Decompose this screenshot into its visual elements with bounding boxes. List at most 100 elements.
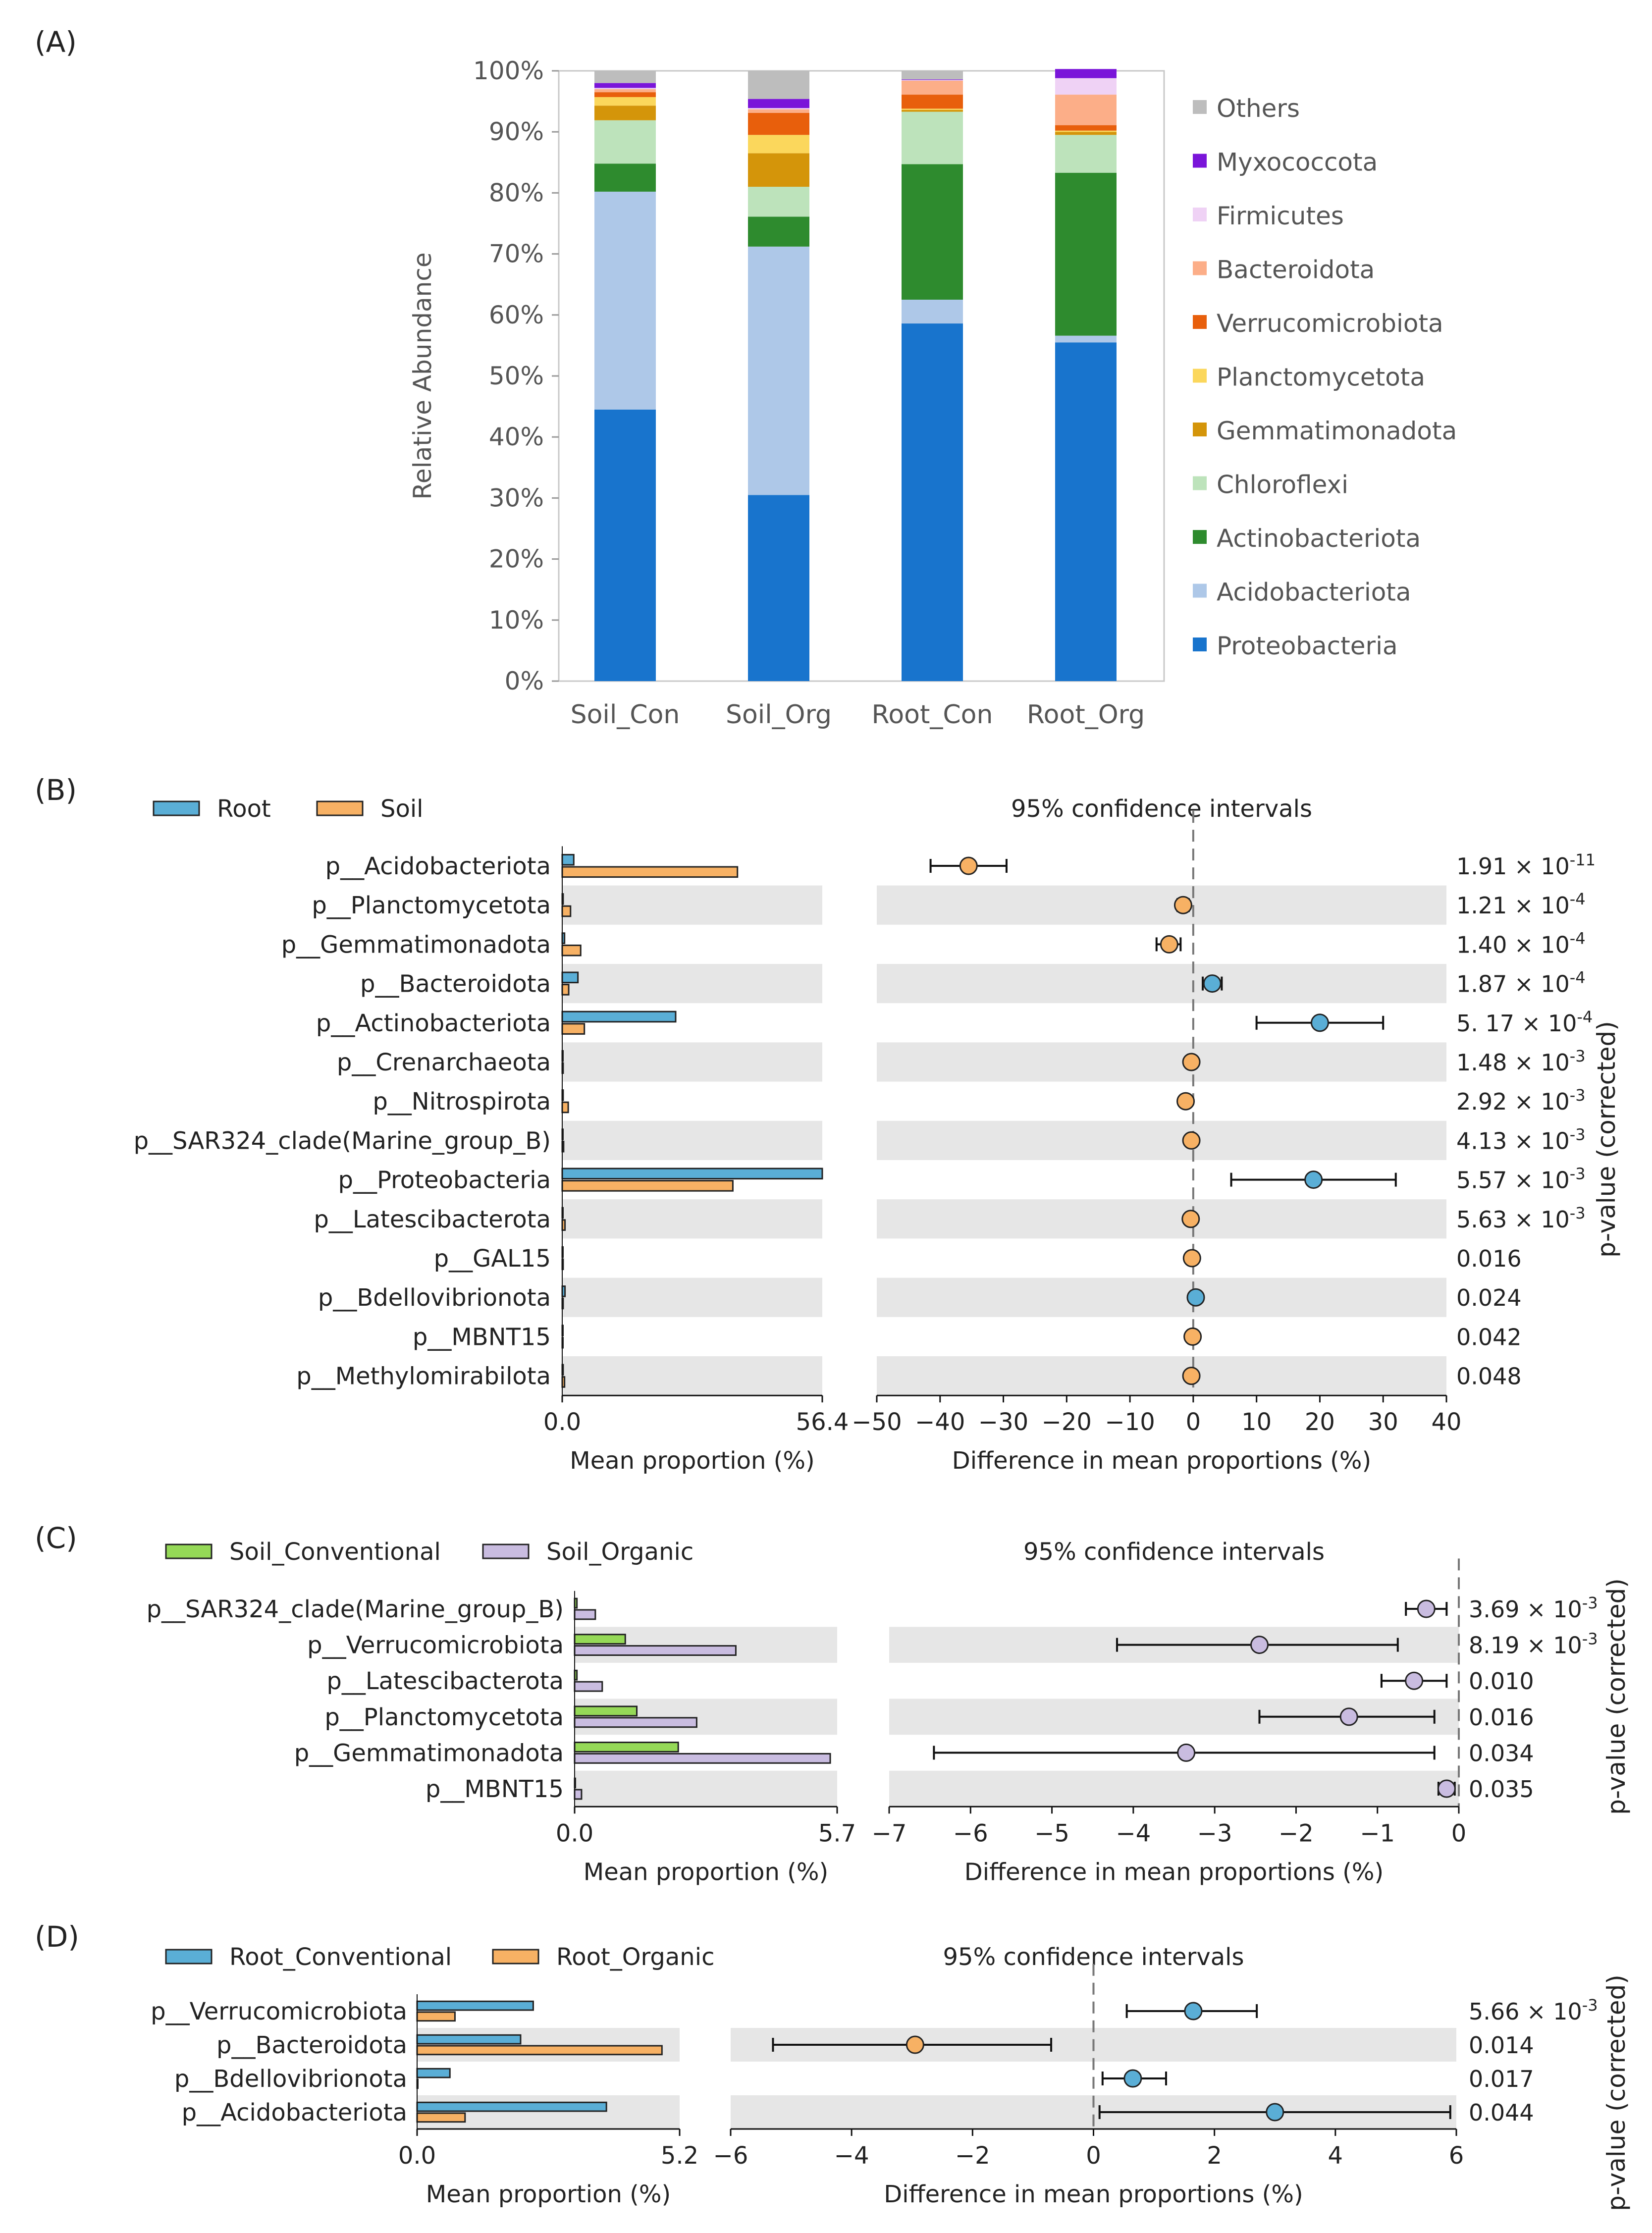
p-value-base: 0.024 — [1456, 1284, 1522, 1311]
bar-segment — [1055, 172, 1117, 336]
feature-label: p__MBNT15 — [413, 1323, 551, 1351]
legend-label: Soil_Organic — [546, 1538, 693, 1566]
diff-point — [1123, 2069, 1142, 2088]
feature-label: p__Bdellovibrionota — [174, 2065, 407, 2093]
p-value-label: 0.048 — [1456, 1363, 1522, 1390]
right-tick-label: −40 — [915, 1408, 965, 1436]
p-value-label: 1.87 × 10-4 — [1456, 968, 1586, 998]
feature-label: p__Proteobacteria — [338, 1167, 551, 1194]
y-axis-label: Relative Abundance — [408, 252, 437, 499]
p-value-base: 1.91 × 10 — [1456, 853, 1570, 880]
legend-swatch — [492, 1949, 539, 1965]
right-x-axis-label: Difference in mean proportions (%) — [884, 2180, 1303, 2208]
row-shade — [877, 1356, 1446, 1396]
legend-swatch — [1193, 369, 1207, 383]
p-value-axis-label: p-value (corrected) — [1592, 1021, 1621, 1258]
p-value-base: 8.19 × 10 — [1469, 1632, 1582, 1659]
p-value-label: 5. 17 × 10-4 — [1456, 1008, 1593, 1037]
p-value-exponent: -3 — [1582, 1594, 1598, 1612]
legend-label: Soil — [380, 795, 424, 823]
legend-label: Proteobacteria — [1217, 632, 1398, 660]
left-tick-label: 5.2 — [661, 2142, 698, 2170]
mean-bar-b — [574, 1717, 697, 1728]
row-shade — [889, 1770, 1459, 1807]
p-value-label: 0.016 — [1456, 1245, 1522, 1272]
right-tick-label: 40 — [1431, 1408, 1461, 1436]
feature-label: p__Bdellovibrionota — [318, 1284, 551, 1312]
panel-label-b: (B) — [35, 773, 77, 807]
p-value-label: 0.024 — [1456, 1284, 1522, 1311]
right-tick-label: −4 — [1116, 1819, 1151, 1847]
mean-bar-b — [561, 1101, 569, 1114]
diff-point — [1182, 1053, 1201, 1071]
bar-segment — [902, 111, 963, 164]
row-shade — [877, 1199, 1446, 1239]
y-tick-label: 50% — [489, 362, 544, 390]
bar-segment — [1055, 125, 1117, 131]
bar-segment — [594, 88, 656, 89]
right-tick-label: 0 — [1186, 1408, 1201, 1436]
bar-segment — [1055, 335, 1117, 343]
right-tick-label: −50 — [852, 1408, 902, 1436]
p-value-base: 5. 17 × 10 — [1456, 1010, 1577, 1037]
right-x-axis-label: Difference in mean proportions (%) — [964, 1858, 1384, 1886]
diff-point — [1182, 1131, 1201, 1150]
p-value-exponent: -3 — [1582, 1630, 1598, 1648]
left-x-axis-label: Mean proportion (%) — [426, 2180, 671, 2208]
feature-label: p__Latescibacterota — [326, 1667, 564, 1695]
feature-label: p__GAL15 — [434, 1245, 551, 1273]
y-tick-label: 30% — [489, 483, 544, 512]
chart-a: 0% 10% 20% 30% 40% 50% 60% 70% 80% 90% 100% Relativ… — [408, 56, 1457, 730]
legend-label: Root_Conventional — [229, 1943, 452, 1971]
right-x-axis-label: Difference in mean proportions (%) — [952, 1447, 1371, 1475]
p-value-label: 3.69 × 10-3 — [1469, 1594, 1598, 1623]
x-tick-label: Root_Org — [1027, 700, 1145, 730]
mean-bar-b — [574, 1681, 603, 1692]
p-value-exponent: -11 — [1570, 851, 1596, 869]
feature-label: p__Latescibacterota — [314, 1206, 551, 1233]
feature-label: p__Verrucomicrobiota — [151, 1998, 407, 2025]
legend-label: Myxococcota — [1217, 148, 1378, 177]
diff-point — [1405, 1671, 1424, 1690]
right-tick-label: −1 — [1360, 1819, 1395, 1847]
right-tick-label: 2 — [1207, 2142, 1222, 2170]
left-tick-label: 0.0 — [556, 1819, 593, 1847]
bar-segment — [902, 79, 963, 80]
legend-label: Soil_Conventional — [229, 1538, 441, 1566]
feature-label: p__Crenarchaeota — [337, 1049, 551, 1076]
y-tick-label: 70% — [489, 240, 544, 268]
legend-label: Bacteroidota — [1217, 256, 1375, 284]
right-tick-label: −2 — [955, 2142, 990, 2170]
p-value-base: 0.017 — [1469, 2066, 1534, 2092]
p-value-base: 1.87 × 10 — [1456, 971, 1570, 998]
p-value-label: 0.035 — [1469, 1776, 1534, 1803]
row-shade — [877, 885, 1446, 925]
legend-swatch — [1193, 261, 1207, 275]
bar-segment — [594, 163, 656, 192]
p-value-exponent: -4 — [1570, 929, 1586, 948]
p-value-base: 0.014 — [1469, 2032, 1534, 2059]
bar-segment — [748, 99, 809, 108]
bar-segment — [594, 409, 656, 681]
mean-bar-b — [561, 984, 570, 996]
p-value-label: 1.91 × 10-11 — [1456, 851, 1596, 880]
diff-point — [906, 2035, 924, 2054]
feature-label: p__Bacteroidota — [360, 970, 551, 998]
right-tick-label: 10 — [1241, 1408, 1272, 1436]
p-value-exponent: -4 — [1577, 1008, 1593, 1026]
mean-bar-a — [561, 853, 575, 866]
y-tick-label: 100% — [473, 56, 544, 85]
right-tick-label: 6 — [1449, 2142, 1464, 2170]
p-value-base: 0.048 — [1456, 1363, 1522, 1390]
right-tick-label: 30 — [1368, 1408, 1398, 1436]
bar-segment — [748, 246, 809, 495]
legend-swatch — [1193, 208, 1207, 221]
y-tick-label: 80% — [489, 178, 544, 207]
mean-bar-b — [561, 1180, 734, 1192]
bar-segment — [902, 71, 963, 80]
right-tick-label: −20 — [1042, 1408, 1092, 1436]
mean-bar-a — [574, 1705, 638, 1717]
p-value-exponent: -4 — [1570, 890, 1586, 908]
right-tick-label: −5 — [1034, 1819, 1069, 1847]
bar-segment — [748, 216, 809, 247]
